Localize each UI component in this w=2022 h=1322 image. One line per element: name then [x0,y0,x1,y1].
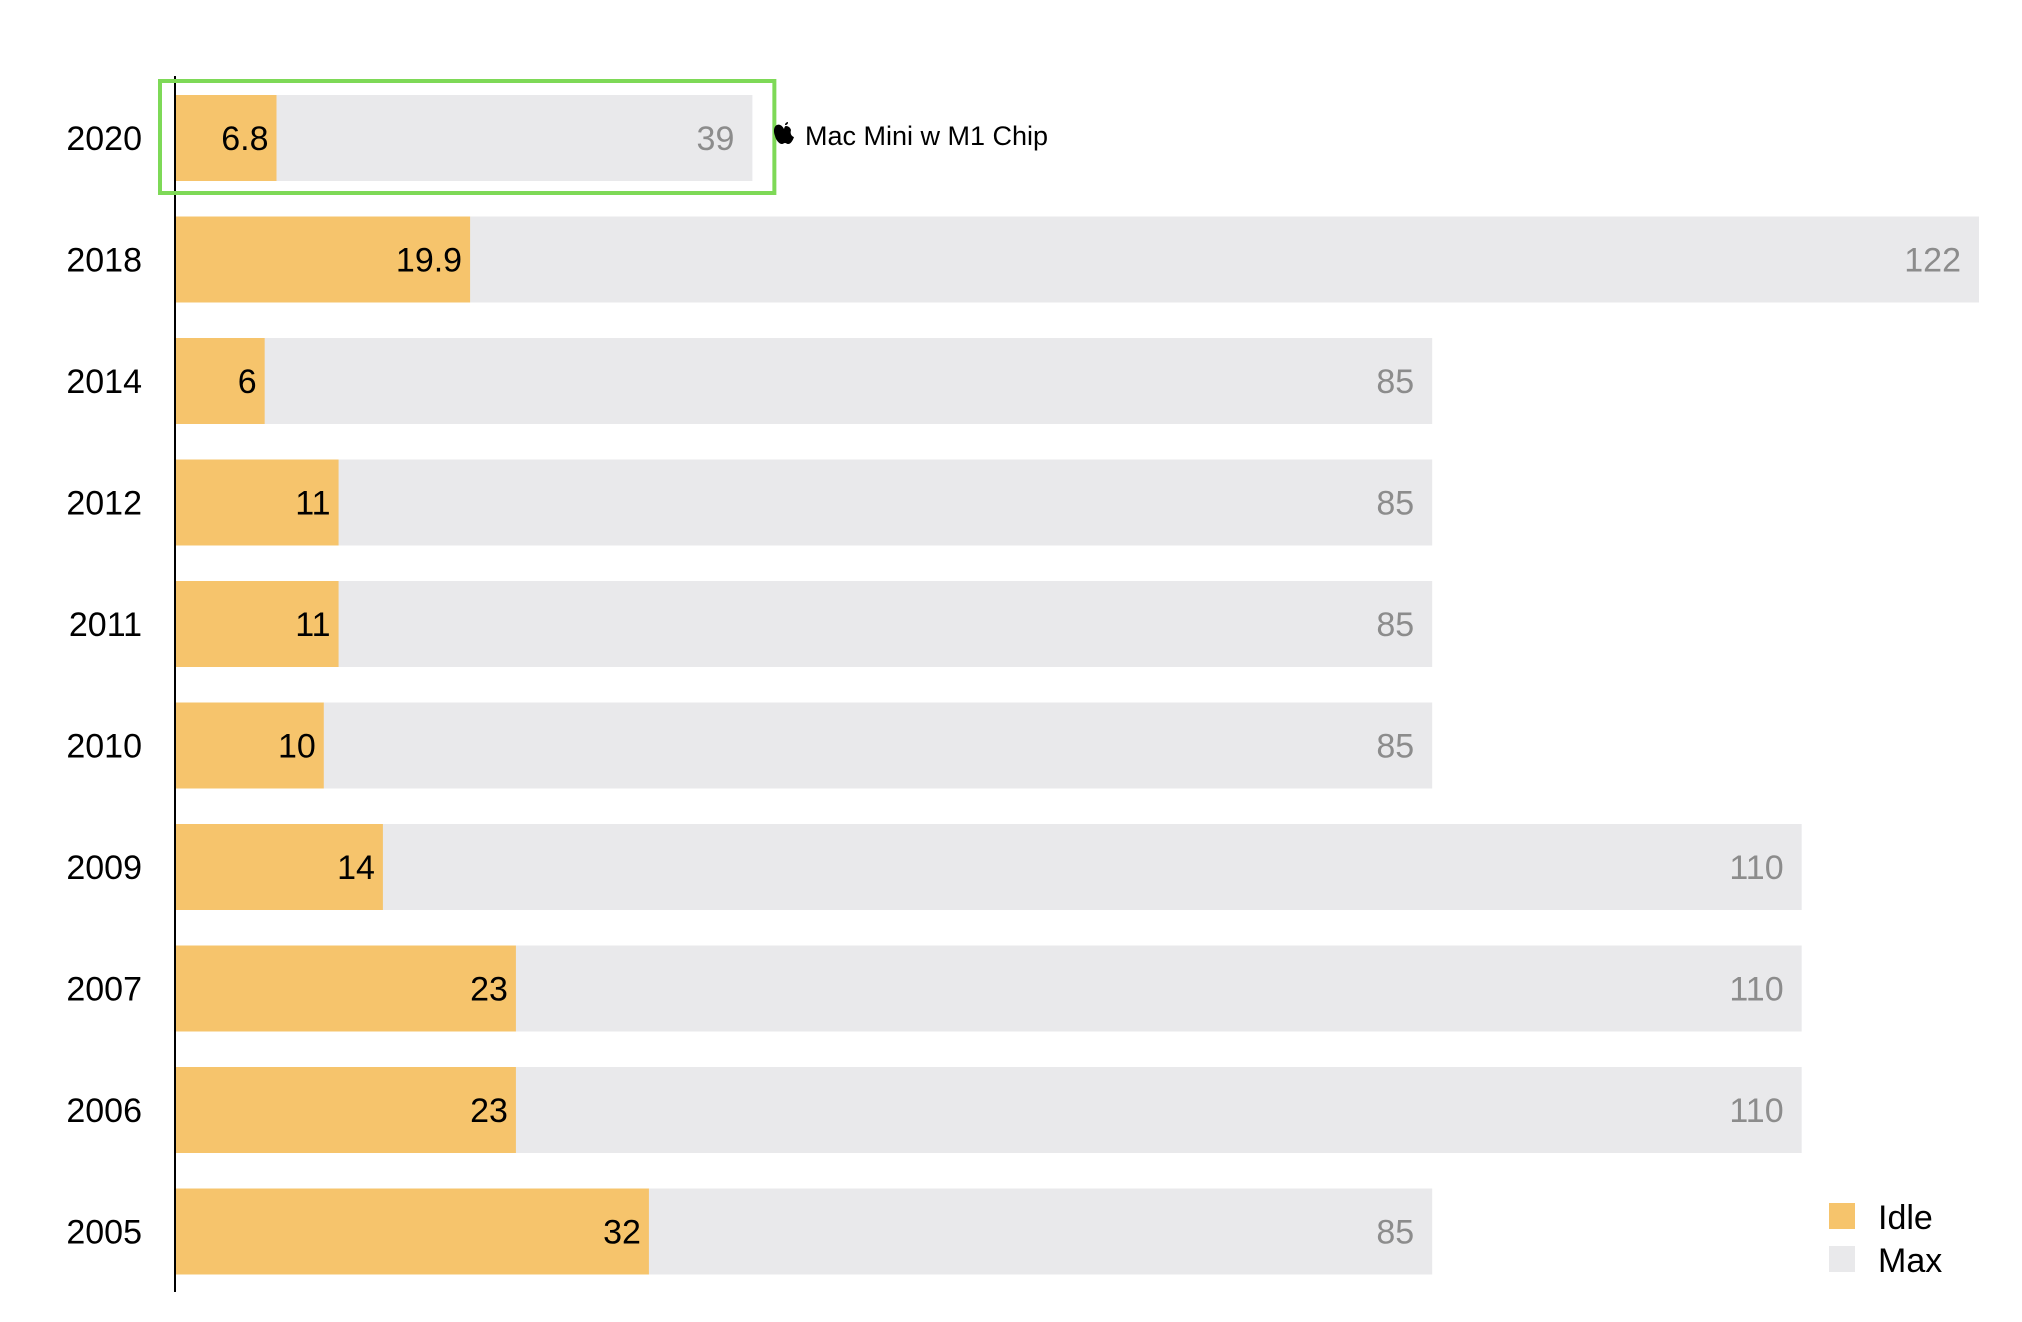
max-value-label-2014: 85 [1376,363,1414,401]
idle-value-label-2006: 23 [470,1092,508,1130]
max-value-label-2010: 85 [1376,728,1414,766]
bar-idle-2010 [176,702,324,789]
year-label-2012: 2012 [66,485,142,523]
bar-idle-2006 [176,1067,516,1153]
bar-max-2009 [176,824,1802,910]
idle-value-label-2014: 6 [238,363,257,401]
year-label-2007: 2007 [66,971,142,1009]
bar-idle-2012 [176,459,339,546]
apple-logo-icon [773,122,794,144]
bar-idle-2007 [176,945,516,1032]
max-value-label-2009: 110 [1729,849,1783,887]
max-value-label-2018: 122 [1904,242,1961,280]
year-label-2020: 2020 [66,120,142,158]
idle-value-label-2011: 11 [295,606,330,644]
idle-value-label-2009: 14 [337,849,375,887]
legend-swatch-idle [1829,1203,1855,1229]
year-label-2005: 2005 [66,1214,142,1252]
max-value-label-2007: 110 [1729,971,1783,1009]
legend-swatch-max [1829,1246,1855,1272]
idle-value-label-2010: 10 [278,728,316,766]
idle-value-label-2007: 23 [470,971,508,1009]
year-label-2011: 2011 [69,606,142,644]
annotation: Mac Mini w M1 Chip [773,121,1048,151]
bar-idle-2018 [176,216,471,303]
idle-value-label-2005: 32 [603,1214,641,1252]
bar-idle-2020 [176,95,277,181]
year-label-2006: 2006 [66,1092,142,1130]
max-value-label-2020: 39 [697,120,735,158]
bar-idle-2005 [176,1188,649,1275]
max-value-label-2012: 85 [1376,485,1414,523]
year-label-2018: 2018 [66,242,142,280]
bar-max-2014 [176,338,1433,424]
year-label-2010: 2010 [66,728,142,766]
max-value-label-2011: 85 [1376,606,1414,644]
bars-layer: 2020 6.8 39 2018 19.9 122 2014 6 85 2012 11 85 2011 1… [66,95,1979,1275]
idle-value-label-2012: 11 [295,485,330,523]
bar-max-2010 [176,702,1433,789]
highlight-box [158,79,777,195]
bar-idle-2009 [176,824,383,910]
idle-value-label-2020: 6.8 [221,120,268,158]
idle-value-label-2018: 19.9 [396,242,462,280]
annotation-text: Mac Mini w M1 Chip [805,121,1048,151]
bar-max-2011 [176,581,1433,667]
legend: Idle Max [1829,1199,1942,1280]
bar-max-2012 [176,459,1433,546]
legend-label-max: Max [1878,1242,1942,1280]
legend-label-idle: Idle [1878,1199,1933,1237]
bar-idle-2014 [176,338,265,424]
max-value-label-2006: 110 [1729,1092,1783,1130]
year-label-2014: 2014 [66,363,142,401]
bar-max-2018 [176,216,1979,303]
bar-idle-2011 [176,581,339,667]
year-label-2009: 2009 [66,849,142,887]
max-value-label-2005: 85 [1376,1214,1414,1252]
